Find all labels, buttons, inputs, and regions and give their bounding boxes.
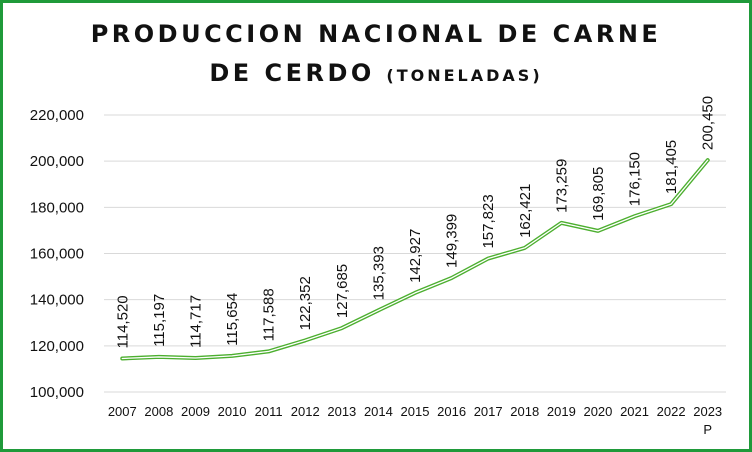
y-axis-ticks: 100,000 120,000 140,000 160,000 180,000 200,0… [30,107,84,401]
data-label: 115,654 [224,293,241,346]
x-tick-label: 2020 [583,404,612,419]
data-label: 114,717 [187,295,204,348]
x-tick-label: 2008 [144,404,173,419]
x-tick-label: 2022 [657,404,686,419]
data-label: 176,150 [627,152,644,206]
x-tick-label: 2007 [108,404,137,419]
data-label: 122,352 [297,276,314,330]
chart-title-line-1: PRODUCCION NACIONAL DE CARNE [91,20,662,48]
gridlines [104,114,726,393]
x-tick-label: 2009 [181,404,210,419]
data-label: 169,805 [590,167,607,221]
y-tick-label: 200,000 [30,153,84,170]
x-tick-label: 2014 [364,404,393,419]
data-label: 142,927 [407,229,424,283]
data-label: 200,450 [700,96,717,150]
x-tick-label: 2012 [291,404,320,419]
data-label: 114,520 [114,295,131,348]
data-label: 135,393 [370,246,387,300]
data-label: 117,588 [261,288,278,341]
x-axis-ticks: 2007 2008 2009 2010 2011 2012 2013 2014 2015 2016… [108,404,722,437]
x-tick-label: 2015 [401,404,430,419]
data-labels: 114,520 115,197 114,717 115,654 117,588 122,3… [114,96,716,349]
x-tick-label: 2011 [255,404,283,419]
data-label: 127,685 [334,264,351,318]
y-tick-label: 220,000 [30,107,84,124]
y-tick-label: 180,000 [30,199,84,216]
x-tick-label: 2021 [620,404,649,419]
x-tick-suffix: P [703,422,712,437]
data-label: 162,421 [517,184,534,238]
data-label: 157,823 [480,194,497,248]
x-tick-label: 2023 [693,404,722,419]
chart-title-unit: (TONELADAS) [386,66,542,85]
y-tick-label: 120,000 [30,338,84,355]
x-tick-label: 2019 [547,404,576,419]
data-label: 181,405 [663,140,680,194]
x-tick-label: 2013 [327,404,356,419]
data-label: 173,259 [553,159,570,213]
data-label: 115,197 [151,294,168,347]
chart-title-main: DE CERDO [209,59,374,87]
x-tick-label: 2010 [218,404,247,419]
series-line-group [120,158,710,361]
chart-title-line-2: DE CERDO (TONELADAS) [209,59,542,87]
y-tick-label: 100,000 [30,384,84,401]
x-tick-label: 2016 [437,404,466,419]
y-tick-label: 140,000 [30,292,84,309]
y-tick-label: 160,000 [30,246,84,263]
series-line-inner [121,159,709,360]
x-tick-label: 2017 [474,404,503,419]
data-label: 149,399 [444,214,461,268]
x-tick-label: 2018 [510,404,539,419]
